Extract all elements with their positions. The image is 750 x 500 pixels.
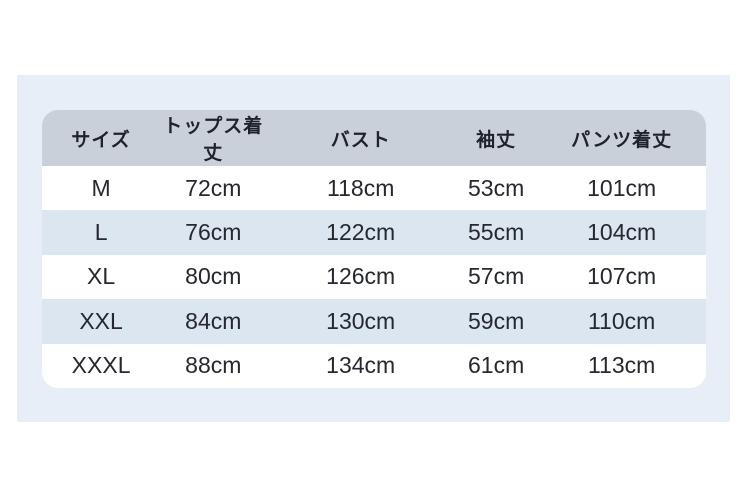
table-cell: 72cm (185, 174, 242, 201)
table-cell: 57cm (468, 263, 525, 290)
table-cell: 84cm (185, 307, 242, 334)
table-cell: 134cm (326, 352, 396, 379)
table-cell: L (94, 219, 108, 246)
table-row-m: M 72cm 118cm 53cm 101cm (42, 166, 706, 210)
header-cell-pants-length: パンツ着丈 (571, 129, 673, 151)
table-cell: 80cm (185, 263, 242, 290)
header-cell-size: サイズ (71, 129, 131, 151)
table-cell: 76cm (185, 219, 242, 246)
table-cell: 118cm (327, 174, 395, 201)
table-cell: 126cm (326, 263, 396, 290)
table-cell: 88cm (185, 352, 242, 379)
table-row-l: L 76cm 122cm 55cm 104cm (42, 210, 706, 255)
table-cell: 110cm (587, 307, 656, 334)
table-cell: 61cm (468, 352, 525, 379)
table-cell: 55cm (468, 219, 525, 246)
header-cell-bust: バスト (330, 129, 391, 151)
table-cell: M (91, 174, 111, 201)
table-cell: 59cm (468, 307, 525, 334)
table-cell: XXL (79, 307, 123, 334)
table-header-row: サイズ トップス着丈 バスト 袖丈 パンツ着丈 (42, 110, 706, 166)
table-cell: 53cm (468, 174, 525, 201)
table-cell: 122cm (326, 219, 396, 246)
header-cell-sleeve-length: 袖丈 (476, 129, 517, 151)
table-row-xxxl: XXXL 88cm 134cm 61cm 113cm (42, 344, 706, 388)
table-cell: 107cm (587, 263, 657, 290)
table-cell: 104cm (587, 219, 657, 246)
table-cell: XL (87, 263, 116, 290)
table-cell: 113cm (587, 352, 656, 379)
table-cell: XXXL (71, 352, 131, 379)
size-table: サイズ トップス着丈 バスト 袖丈 パンツ着丈 M 72cm 118cm 53c… (42, 110, 706, 388)
table-row-xxl: XXL 84cm 130cm 59cm 110cm (42, 299, 706, 344)
table-cell: 130cm (326, 307, 396, 334)
table-row-xl: XL 80cm 126cm 57cm 107cm (42, 255, 706, 299)
size-chart-panel: サイズ トップス着丈 バスト 袖丈 パンツ着丈 M 72cm 118cm 53c… (17, 75, 730, 422)
table-cell: 101cm (587, 174, 657, 201)
table-body: M 72cm 118cm 53cm 101cm L 76cm 122cm 55c… (42, 166, 706, 388)
header-cell-tops-length: トップス着丈 (163, 116, 264, 164)
